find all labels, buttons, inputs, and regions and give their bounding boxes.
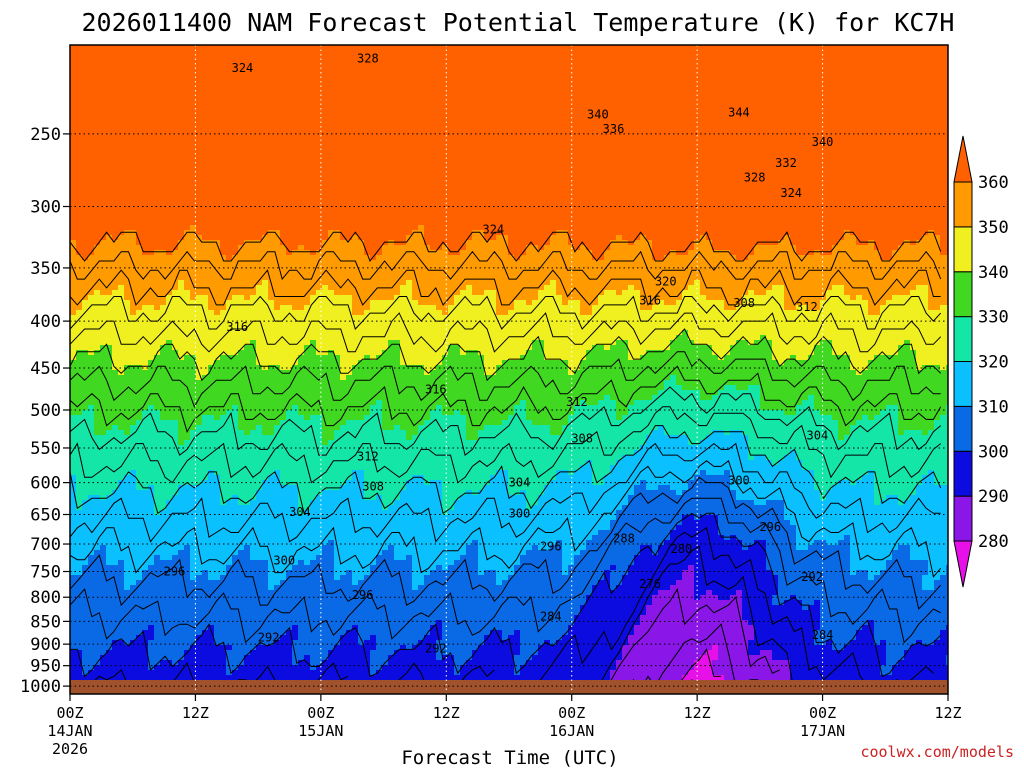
colorbar-segment: [953, 271, 973, 318]
y-tick-label: 350: [30, 259, 61, 279]
colorbar-segment: [953, 316, 973, 362]
contour-label: 316: [425, 383, 447, 397]
contour-label: 332: [775, 156, 797, 170]
x-tick-label: 14JAN: [47, 722, 92, 740]
contour-label: 292: [258, 630, 280, 644]
contour-label: 340: [812, 135, 834, 149]
y-tick-label: 750: [30, 563, 61, 583]
contour-label: 292: [425, 642, 447, 656]
contour-label: 312: [566, 395, 588, 409]
plot-frame: [69, 44, 949, 695]
x-axis-label: Forecast Time (UTC): [401, 747, 618, 768]
colorbar-segment: [953, 450, 973, 497]
ground-surface: [70, 680, 948, 694]
colorbar-label: 290: [978, 487, 1009, 507]
contour-label: 336: [603, 122, 625, 136]
x-tick-label: 00Z: [558, 704, 585, 722]
x-tick-label: 12Z: [182, 704, 209, 722]
y-tick-label: 600: [30, 474, 61, 494]
y-tick-label: 250: [30, 125, 61, 145]
contour-label: 324: [482, 223, 504, 237]
colorbar: 280 290 300 310 320 330 340 350 360: [953, 135, 1009, 588]
pressure-axis: 250 300 350 400 450 500 550 600 650 700 750 800 850 9…: [20, 125, 70, 697]
x-tick-label: 17JAN: [800, 722, 845, 740]
contour-label: 296: [540, 539, 562, 553]
colorbar-label: 330: [978, 308, 1009, 328]
contour-label: 276: [639, 577, 661, 591]
contour-label: 284: [540, 610, 562, 624]
x-tick-label: 00Z: [307, 704, 334, 722]
x-tick-label: 00Z: [809, 704, 836, 722]
contour-label: 316: [226, 320, 248, 334]
x-tick-label: 00Z: [56, 704, 83, 722]
contour-label: 296: [164, 565, 186, 579]
contour-label: 296: [759, 520, 781, 534]
contour-label: 324: [232, 61, 254, 75]
grid-lines: [70, 45, 948, 694]
contour-label: 300: [728, 474, 750, 488]
colorbar-segment: [953, 226, 973, 273]
y-tick-label: 300: [30, 198, 61, 218]
chart-title: 2026011400 NAM Forecast Potential Temper…: [82, 8, 955, 37]
x-tick-label: 2026: [52, 740, 88, 758]
contour-label: 288: [613, 531, 635, 545]
y-tick-label: 400: [30, 312, 61, 332]
contour-label: 308: [362, 480, 384, 494]
colorbar-top-arrow: [953, 135, 973, 183]
colorbar-label: 320: [978, 353, 1009, 373]
y-tick-label: 650: [30, 506, 61, 526]
colorbar-label: 340: [978, 263, 1009, 283]
y-tick-label: 500: [30, 401, 61, 421]
x-tick-label: 15JAN: [298, 722, 343, 740]
contour-label: 316: [639, 294, 661, 308]
plot-area: [70, 45, 948, 694]
contour-label: 328: [357, 52, 379, 66]
contour-label: 304: [509, 476, 531, 490]
contour-label: 304: [289, 505, 311, 519]
contour-label: 304: [807, 428, 829, 442]
contour-label: 320: [655, 274, 677, 288]
contour-label: 308: [733, 296, 755, 310]
colorbar-segment: [953, 361, 973, 407]
contour-label: 344: [728, 106, 750, 120]
contour-label: 308: [571, 431, 593, 445]
contour-label: 324: [780, 186, 802, 200]
y-tick-label: 950: [30, 657, 61, 677]
y-tick-label: 550: [30, 439, 61, 459]
contour-label: 328: [744, 171, 766, 185]
y-tick-label: 1000: [20, 677, 61, 697]
colorbar-label: 300: [978, 442, 1009, 462]
x-tick-label: 12Z: [433, 704, 460, 722]
colorbar-label: 350: [978, 218, 1009, 238]
colorbar-segment: [953, 181, 973, 228]
contour-label: 284: [812, 628, 834, 642]
contour-label: 292: [801, 570, 823, 584]
colorbar-label: 310: [978, 397, 1009, 417]
x-tick-label: 12Z: [934, 704, 961, 722]
contour-label: 312: [357, 450, 379, 464]
colorbar-bottom-arrow: [953, 540, 973, 588]
contour-label: 340: [587, 107, 609, 121]
y-tick-label: 900: [30, 635, 61, 655]
colorbar-label: 280: [978, 532, 1009, 552]
contour-label: 280: [671, 542, 693, 556]
y-tick-label: 850: [30, 612, 61, 632]
y-tick-label: 450: [30, 359, 61, 379]
contour-label: 296: [352, 588, 374, 602]
x-tick-label: 16JAN: [549, 722, 594, 740]
credit-label: coolwx.com/models: [860, 743, 1014, 761]
y-tick-label: 700: [30, 535, 61, 555]
colorbar-segment: [953, 495, 973, 542]
y-tick-label: 800: [30, 588, 61, 608]
x-tick-label: 12Z: [684, 704, 711, 722]
contour-label: 300: [509, 506, 531, 520]
contour-label: 312: [796, 300, 818, 314]
colorbar-segment: [953, 405, 973, 452]
contour-label: 300: [273, 554, 295, 568]
colorbar-label: 360: [978, 173, 1009, 193]
